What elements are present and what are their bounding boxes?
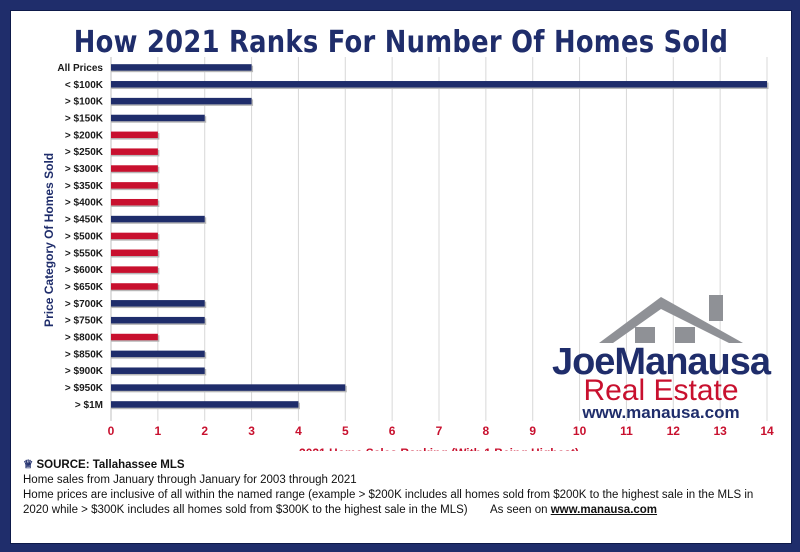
- category-label: > $950K: [65, 383, 104, 394]
- bar: [111, 384, 346, 391]
- bar: [111, 148, 158, 155]
- category-label: > $350K: [65, 181, 104, 192]
- y-axis-label: Price Category Of Homes Sold: [42, 153, 56, 327]
- category-label: < $100K: [65, 80, 104, 91]
- seen-on-link[interactable]: www.manausa.com: [550, 504, 658, 516]
- category-label: > $200K: [65, 130, 104, 141]
- seen-on-text: As seen on: [490, 504, 551, 516]
- bar: [111, 350, 205, 358]
- category-label: > $450K: [65, 215, 104, 226]
- note-line-1: Home sales from January through January …: [23, 474, 357, 486]
- x-tick-label: 10: [573, 424, 587, 438]
- category-label: > $150K: [65, 113, 104, 124]
- x-tick-label: 2: [201, 424, 208, 438]
- bar-chart: All Prices < $100K > $100K > $150K > $200K > …: [42, 57, 774, 451]
- bar: [111, 300, 205, 307]
- x-tick-label: 14: [760, 424, 774, 438]
- logo-brand-joe: Joe: [551, 341, 615, 383]
- note-line-2: Home prices are inclusive of all within …: [23, 489, 754, 501]
- chart-frame: How 2021 Ranks For Number Of Homes Sold …: [10, 10, 792, 544]
- category-label: > $400K: [65, 198, 104, 209]
- x-tick-label: 9: [529, 424, 536, 438]
- bar: [111, 367, 205, 374]
- category-label: > $550K: [65, 248, 104, 259]
- x-tick-label: 3: [248, 424, 255, 438]
- category-label: > $700K: [65, 299, 104, 310]
- bar: [111, 283, 158, 290]
- x-tick-label: 4: [295, 424, 302, 438]
- x-axis-label: 2021 Home Sales Ranking (With 1 Being Hi…: [299, 446, 579, 451]
- bar: [111, 198, 158, 206]
- bar: [111, 182, 158, 189]
- category-label: > $750K: [65, 316, 104, 327]
- bar: [111, 114, 205, 122]
- chart-title: How 2021 Ranks For Number Of Homes Sold: [73, 25, 729, 60]
- bar: [111, 97, 252, 105]
- category-label: > $100K: [65, 97, 104, 108]
- bar: [111, 401, 299, 408]
- category-label: > $900K: [65, 366, 104, 377]
- x-tick-label: 5: [342, 424, 349, 438]
- note-line-3: 2020 while > $300K includes all homes so…: [23, 503, 723, 518]
- category-label: > $300K: [65, 164, 104, 175]
- x-tick-label: 6: [389, 424, 396, 438]
- logo-real-estate: Real Estate: [583, 374, 739, 407]
- bar: [111, 316, 205, 324]
- x-tick-label: 12: [667, 424, 681, 438]
- bar: [111, 266, 158, 273]
- bar: [111, 333, 158, 341]
- logo-brand-manausa: Manausa: [614, 341, 771, 383]
- bar: [111, 232, 158, 240]
- category-label: > $250K: [65, 147, 104, 158]
- category-label: > $800K: [65, 333, 104, 344]
- x-tick-label: 0: [108, 424, 115, 438]
- logo-brand: JoeManausa: [543, 343, 779, 381]
- company-logo: JoeManausa Real Estate www.manausa.com: [543, 291, 779, 422]
- bar: [111, 215, 205, 223]
- bar: [111, 64, 252, 71]
- bar: [111, 249, 158, 257]
- logo-url: www.manausa.com: [582, 403, 740, 422]
- bar: [111, 131, 158, 139]
- laurel-icon: ♕: [23, 459, 34, 471]
- chart-notes: ♕ SOURCE: Tallahassee MLS Home sales fro…: [23, 458, 754, 518]
- category-label: > $500K: [65, 231, 104, 242]
- bar: [111, 81, 767, 88]
- house-roof-icon: [599, 295, 743, 343]
- source-line: ♕ SOURCE: Tallahassee MLS: [23, 458, 723, 473]
- x-tick-label: 7: [436, 424, 443, 438]
- x-tick-label: 1: [155, 424, 162, 438]
- source-text: SOURCE: Tallahassee MLS: [36, 459, 185, 471]
- x-tick-label: 8: [483, 424, 490, 438]
- category-label: > $1M: [75, 400, 103, 411]
- note-line-3-text: 2020 while > $300K includes all homes so…: [23, 504, 468, 516]
- x-tick-label: 13: [713, 424, 727, 438]
- category-label: > $850K: [65, 349, 104, 360]
- category-label: > $650K: [65, 282, 104, 293]
- bar: [111, 165, 158, 172]
- category-label: All Prices: [57, 63, 103, 74]
- category-label: > $600K: [65, 265, 104, 276]
- x-tick-label: 11: [620, 424, 633, 438]
